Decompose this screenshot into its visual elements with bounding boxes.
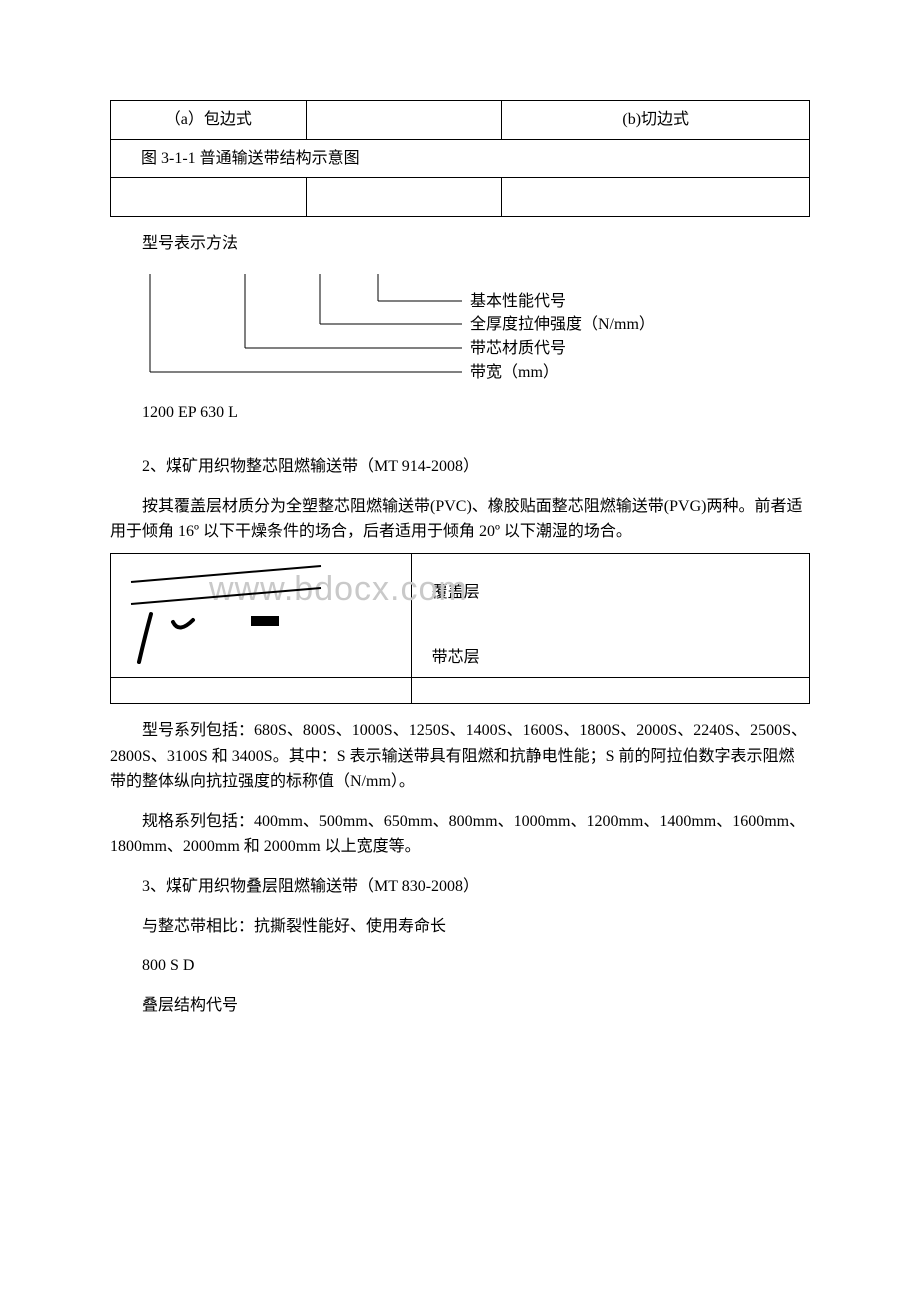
label-core: 带芯层 xyxy=(432,645,799,671)
model-label: 型号表示方法 xyxy=(110,231,810,257)
cell-type-b: (b)切边式 xyxy=(502,101,810,140)
cell-empty-5 xyxy=(111,677,412,703)
code-1200ep: 1200 EP 630 L xyxy=(110,400,810,426)
section3-struct: 叠层结构代号 xyxy=(110,993,810,1019)
cell-empty-4 xyxy=(502,178,810,217)
cell-empty-6 xyxy=(411,677,809,703)
cell-diagram: www.bdocx.com xyxy=(111,553,412,677)
code-800sd: 800 S D xyxy=(110,953,810,979)
bracket-label-1: 基本性能代号 xyxy=(470,292,566,310)
mini-rect xyxy=(251,616,279,626)
bracket-label-2: 全厚度拉伸强度（N/mm） xyxy=(470,315,655,333)
cell-empty-2 xyxy=(111,178,307,217)
para-model-series: 型号系列包括：680S、800S、1000S、1250S、1400S、1600S… xyxy=(110,718,810,795)
cell-empty-1 xyxy=(306,101,502,140)
section2-body: 按其覆盖层材质分为全塑整芯阻燃输送带(PVC)、橡胶贴面整芯阻燃输送带(PVG)… xyxy=(110,494,810,545)
label-cover: 覆盖层 xyxy=(432,580,799,606)
section2-title: 2、煤矿用织物整芯阻燃输送带（MT 914-2008） xyxy=(110,454,810,480)
bracket-label-3: 带芯材质代号 xyxy=(470,339,566,357)
para-spec-series: 规格系列包括：400mm、500mm、650mm、800mm、1000mm、12… xyxy=(110,809,810,860)
cell-caption: 图 3-1-1 普通输送带结构示意图 xyxy=(111,139,810,178)
bracket-diagram: 基本性能代号 全厚度拉伸强度（N/mm） 带芯材质代号 带宽（mm） xyxy=(110,266,810,396)
bracket-label-4: 带宽（mm） xyxy=(470,363,559,381)
table-belt-types: （a）包边式 (b)切边式 图 3-1-1 普通输送带结构示意图 xyxy=(110,100,810,217)
section3-title: 3、煤矿用织物叠层阻燃输送带（MT 830-2008） xyxy=(110,874,810,900)
belt-cross-diagram xyxy=(121,564,361,674)
cell-empty-3 xyxy=(306,178,502,217)
cell-labels: 覆盖层 带芯层 xyxy=(411,553,809,677)
table-belt-structure: www.bdocx.com 覆盖层 带芯层 xyxy=(110,553,810,704)
section3-body: 与整芯带相比：抗撕裂性能好、使用寿命长 xyxy=(110,914,810,940)
cell-type-a: （a）包边式 xyxy=(111,101,307,140)
